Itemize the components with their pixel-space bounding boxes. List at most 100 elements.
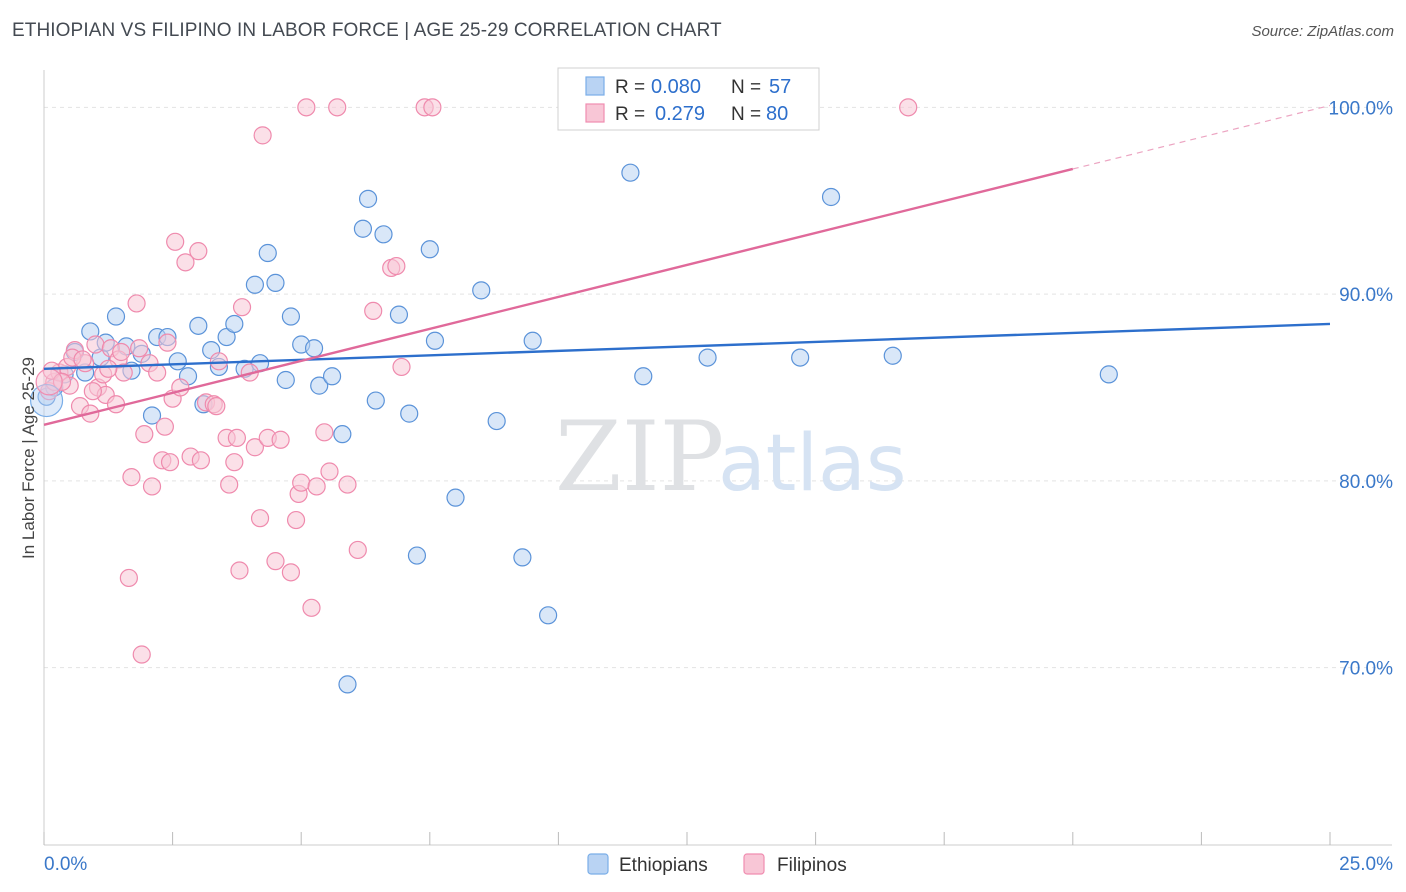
y-tick-label-2: 90.0% xyxy=(1339,285,1393,306)
point-filipinos-64 xyxy=(364,301,383,321)
point-ethiopians-44 xyxy=(425,331,445,350)
legend-r-label-1: R = xyxy=(615,77,645,98)
point-ethiopians-17 xyxy=(189,316,208,335)
point-filipinos-21 xyxy=(132,645,151,664)
point-filipinos-32 xyxy=(176,253,195,272)
point-ethiopians-56 xyxy=(883,346,902,365)
point-ethiopians-26 xyxy=(258,243,277,263)
point-filipinos-77 xyxy=(112,342,131,362)
point-filipinos-69 xyxy=(423,98,442,117)
point-filipinos-18 xyxy=(122,468,141,487)
y-tick-label-1: 80.0% xyxy=(1339,472,1393,493)
x-tick-label-0: 0.0% xyxy=(44,854,87,875)
legend-label-filipinos: Filipinos xyxy=(777,855,847,876)
point-ethiopians-45 xyxy=(446,488,465,507)
point-ethiopians-38 xyxy=(366,391,385,410)
point-ethiopians-15 xyxy=(168,352,187,371)
x-tick-label-1: 25.0% xyxy=(1339,854,1393,875)
source-label: Source: ZipAtlas.com xyxy=(1251,23,1394,40)
legend-swatch-filipinos-box xyxy=(585,103,605,123)
point-filipinos-19 xyxy=(127,294,146,313)
point-filipinos-76 xyxy=(99,359,118,378)
point-filipinos-20 xyxy=(130,339,149,358)
legend-swatch-ethiopians-box xyxy=(585,76,605,96)
tick-labels: 70.0% 80.0% 90.0% 100.0% 0.0% 25.0% xyxy=(44,98,1393,875)
point-filipinos-59 xyxy=(315,423,334,442)
point-ethiopians-55 xyxy=(821,187,841,207)
data-points xyxy=(29,98,1118,694)
point-filipinos-78 xyxy=(160,453,180,472)
point-filipinos-70 xyxy=(899,98,918,117)
point-filipinos-41 xyxy=(225,453,244,472)
legend-r-value-1: 0.080 xyxy=(651,76,701,98)
point-filipinos-24 xyxy=(142,477,162,496)
y-tick-label-3: 100.0% xyxy=(1329,98,1394,119)
legend-n-value-1: 57 xyxy=(769,76,791,98)
point-filipinos-58 xyxy=(307,477,326,496)
point-ethiopians-27 xyxy=(266,273,285,292)
watermark-zip: ZIP xyxy=(555,401,724,513)
legend-swatch-ethiopians xyxy=(587,853,609,875)
point-ethiopians-50 xyxy=(539,606,558,625)
point-filipinos-60 xyxy=(320,462,339,481)
point-ethiopians-24 xyxy=(245,275,265,294)
y-axis-label: In Labor Force | Age 25-29 xyxy=(19,357,38,559)
point-filipinos-43 xyxy=(230,561,249,580)
point-filipinos-75 xyxy=(83,382,102,401)
legend-box: R = 0.080 N = 57 R = 0.279 N = 80 xyxy=(557,67,820,131)
point-filipinos-50 xyxy=(266,552,285,571)
point-ethiopians-54 xyxy=(791,348,810,367)
point-ethiopians-33 xyxy=(322,367,342,386)
trend-lines xyxy=(43,104,1331,426)
point-ethiopians-43 xyxy=(420,240,439,259)
point-ethiopians-52 xyxy=(634,367,653,386)
axes xyxy=(43,70,1392,846)
point-ethiopians-22 xyxy=(225,314,244,334)
trend-line-filipinos xyxy=(43,167,1074,426)
watermark-atlas: atlas xyxy=(718,419,907,509)
point-ethiopians-8 xyxy=(106,307,126,326)
point-filipinos-61 xyxy=(328,98,347,117)
point-ethiopians-28 xyxy=(276,370,295,390)
point-ethiopians-34 xyxy=(333,425,352,444)
point-filipinos-51 xyxy=(271,430,290,449)
series-legend: Ethiopians Filipinos xyxy=(587,853,847,876)
point-filipinos-56 xyxy=(297,98,316,117)
gridlines xyxy=(44,106,1392,669)
legend-n-value-2: 80 xyxy=(766,103,788,125)
point-filipinos-46 xyxy=(245,438,265,457)
point-ethiopians-48 xyxy=(513,548,532,567)
point-ethiopians-31 xyxy=(304,339,324,358)
point-filipinos-44 xyxy=(232,298,252,317)
point-ethiopians-29 xyxy=(281,307,301,326)
point-ethiopians-35 xyxy=(338,675,357,694)
point-filipinos-22 xyxy=(135,425,154,444)
point-filipinos-17 xyxy=(119,568,138,588)
point-filipinos-57 xyxy=(302,598,321,617)
point-filipinos-42 xyxy=(227,428,246,447)
legend-label-ethiopians: Ethiopians xyxy=(619,855,708,876)
legend-r-label-2: R = xyxy=(615,104,645,125)
point-filipinos-74 xyxy=(73,350,92,369)
point-ethiopians-47 xyxy=(487,411,506,431)
point-ethiopians-46 xyxy=(472,281,491,300)
point-filipinos-48 xyxy=(253,126,272,145)
point-filipinos-62 xyxy=(338,475,357,494)
trend-extension-filipinos xyxy=(1072,104,1331,170)
point-filipinos-35 xyxy=(191,451,210,470)
point-ethiopians-42 xyxy=(407,546,427,565)
watermark: ZIP atlas xyxy=(555,401,907,513)
legend-swatch-filipinos xyxy=(743,853,765,875)
point-ethiopians-39 xyxy=(374,225,393,244)
point-filipinos-67 xyxy=(392,357,411,377)
point-ethiopians-51 xyxy=(621,163,640,182)
point-ethiopians-57 xyxy=(1099,365,1118,384)
point-filipinos-66 xyxy=(387,256,406,276)
point-ethiopians-32 xyxy=(310,376,329,395)
point-ethiopians-41 xyxy=(400,404,419,423)
point-filipinos-40 xyxy=(220,475,239,494)
point-ethiopians-40 xyxy=(389,305,409,324)
point-filipinos-34 xyxy=(189,242,208,261)
point-filipinos-79 xyxy=(207,397,226,416)
